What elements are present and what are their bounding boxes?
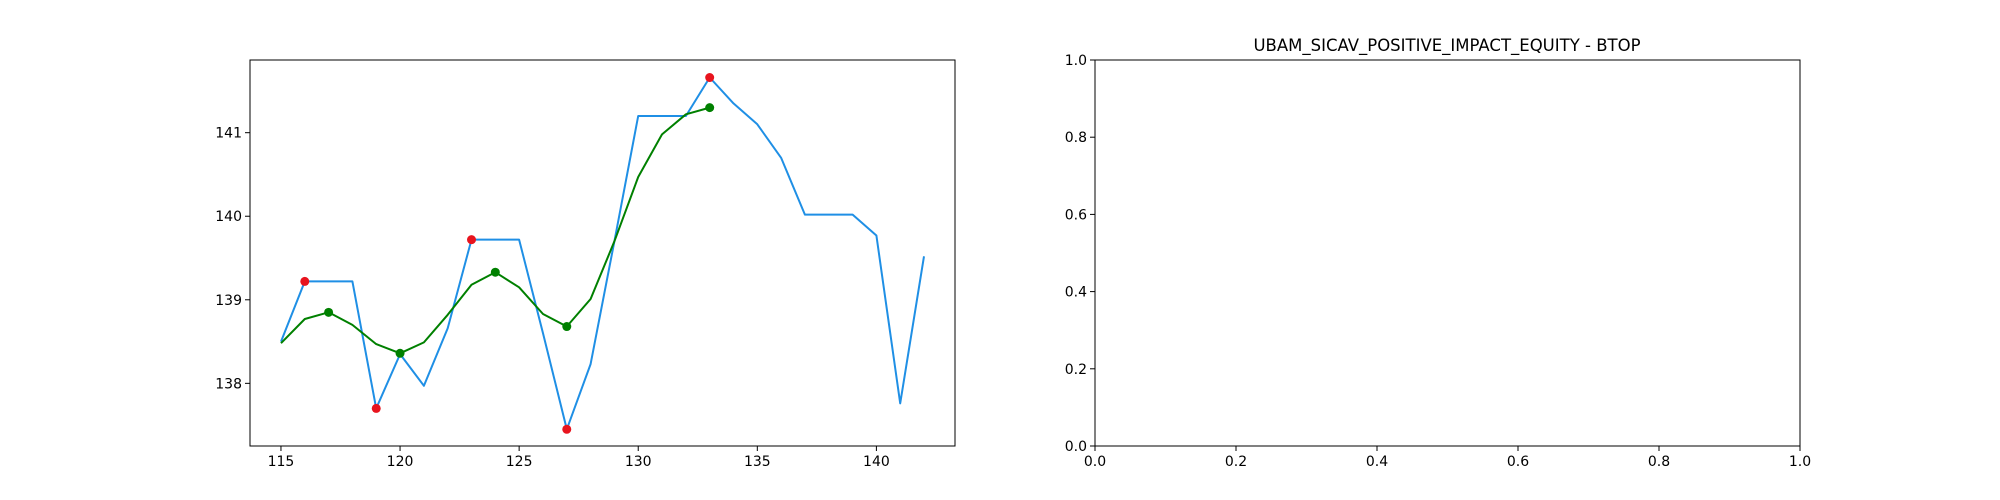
left-x-tick-label: 135 — [744, 454, 771, 470]
left-markers-layer — [300, 73, 715, 434]
green-marker-point — [324, 307, 334, 317]
left-x-tick-label: 140 — [863, 454, 890, 470]
right-x-tick-label: 1.0 — [1789, 454, 1811, 470]
red-marker-point — [705, 73, 715, 83]
left-x-axis: 115 120 125 130 135 140 — [268, 446, 890, 470]
right-x-axis: 0.0 0.2 0.4 0.6 0.8 1.0 — [1084, 446, 1811, 470]
green-marker-point — [705, 103, 715, 113]
price-series-line — [280, 76, 925, 431]
right-axes-frame — [1094, 59, 1801, 447]
green-marker-point — [562, 322, 572, 332]
left-y-tick-label: 141 — [215, 126, 242, 142]
right-y-tick-label: 0.8 — [1065, 130, 1087, 146]
right-x-tick-label: 0.8 — [1648, 454, 1670, 470]
left-x-tick-label: 130 — [625, 454, 652, 470]
left-x-tick-label: 115 — [268, 454, 295, 470]
red-marker-point — [562, 424, 572, 434]
red-marker-point — [467, 235, 477, 245]
right-x-tick-label: 0.6 — [1507, 454, 1529, 470]
red-marker-point — [300, 276, 310, 286]
right-y-tick-label: 0.2 — [1065, 362, 1087, 378]
left-y-axis: 138 139 140 141 — [215, 126, 250, 392]
right-y-tick-label: 0.0 — [1065, 439, 1087, 455]
left-x-tick-label: 125 — [506, 454, 533, 470]
left-axes-frame — [249, 59, 956, 447]
right-y-tick-label: 0.6 — [1065, 207, 1087, 223]
right-x-tick-label: 0.2 — [1225, 454, 1247, 470]
green-marker-point — [490, 267, 500, 277]
left-x-tick-label: 120 — [387, 454, 414, 470]
right-y-tick-label: 0.4 — [1065, 285, 1087, 301]
right-x-tick-label: 0.0 — [1084, 454, 1106, 470]
right-y-axis: 0.0 0.2 0.4 0.6 0.8 1.0 — [1065, 53, 1095, 455]
red-marker-point — [371, 403, 381, 413]
green-marker-point — [395, 348, 405, 358]
left-y-tick-label: 140 — [215, 209, 242, 225]
right-chart: UBAM_SICAV_POSITIVE_IMPACT_EQUITY - BTOP… — [1065, 36, 1811, 470]
right-chart-title: UBAM_SICAV_POSITIVE_IMPACT_EQUITY - BTOP — [1253, 36, 1640, 56]
right-x-tick-label: 0.4 — [1366, 454, 1388, 470]
left-chart: 115 120 125 130 135 140 138 139 140 141 — [215, 59, 956, 470]
left-y-tick-label: 138 — [215, 376, 242, 392]
right-y-tick-label: 1.0 — [1065, 53, 1087, 69]
left-y-tick-label: 139 — [215, 293, 242, 309]
